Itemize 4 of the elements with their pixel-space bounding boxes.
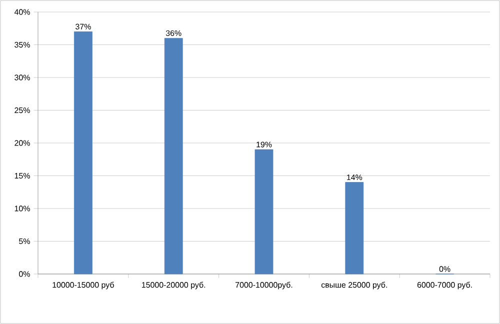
bar — [164, 38, 183, 274]
bar — [345, 182, 364, 274]
bar — [254, 149, 274, 274]
bar — [74, 31, 92, 274]
